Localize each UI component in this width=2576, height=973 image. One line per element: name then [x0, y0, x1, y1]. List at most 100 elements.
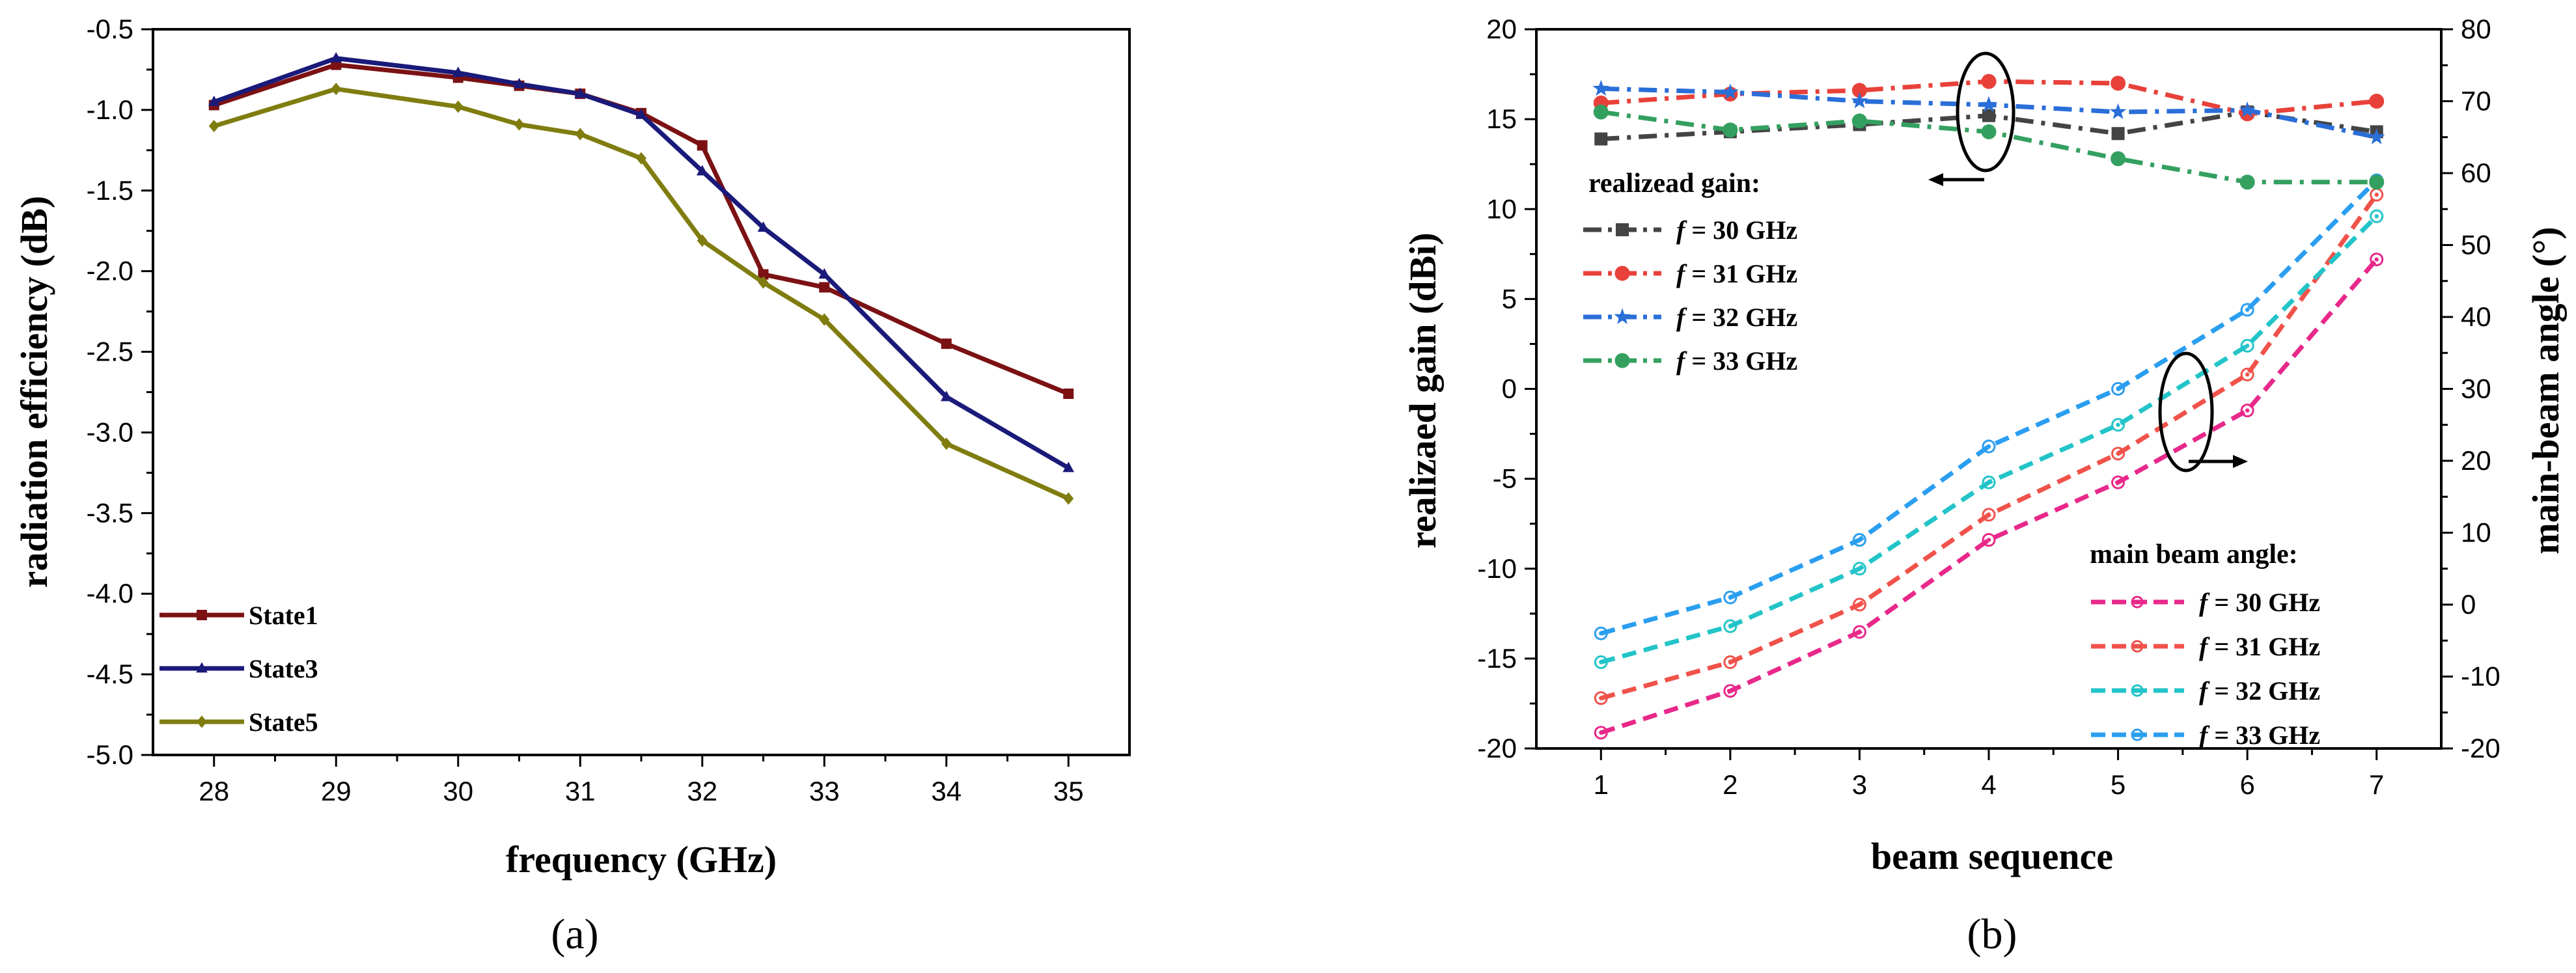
panel-b-annotations: [1928, 51, 2248, 473]
a-point-State1: [697, 140, 708, 151]
angle-right-arrow-head: [2233, 455, 2248, 468]
b-xtick-label: 4: [1981, 769, 1996, 800]
b-gain-point-2: [2109, 103, 2127, 119]
b-angle-point-0-ring: [1852, 625, 1866, 639]
b-y2tick-label: -10: [2461, 661, 2500, 692]
a-point-State5: [208, 120, 219, 133]
b-angle-point-2-ring: [2111, 418, 2126, 432]
panel-a-plot-frame: [152, 28, 1131, 756]
b-angle-legend-title: main beam angle:: [2090, 540, 2298, 569]
b-y2tick-label: 50: [2461, 230, 2491, 260]
b-gain-legend-marker: [1614, 266, 1630, 281]
a-point-State3: [330, 52, 342, 62]
b-angle-point-2: [2111, 418, 2126, 432]
b-ytick-label: -5: [1493, 463, 1517, 494]
a-ytick-label: -4.5: [87, 659, 133, 689]
a-point-State5: [514, 118, 525, 131]
b-angle-point-3-ring: [2240, 303, 2254, 317]
b-angle-point-1-dot: [1599, 696, 1603, 700]
b-gain-legend-marker: [1616, 223, 1629, 236]
b-gain-point-2: [2239, 101, 2256, 118]
a-point-State5: [331, 83, 342, 96]
a-ytick-label: -4.0: [87, 578, 133, 609]
b-angle-point-3-dot: [1728, 595, 1733, 600]
b-angle-point-1-ring: [2240, 367, 2254, 381]
b-angle-point-2: [1594, 655, 1608, 669]
b-gain-point-0: [1594, 132, 1608, 146]
b-angle-point-3-dot: [2116, 387, 2120, 391]
b-xtick-label: 2: [1723, 769, 1738, 800]
a-point-State5: [941, 437, 952, 450]
b-angle-point-0: [1852, 625, 1866, 639]
b-angle-point-3-ring: [1723, 590, 1738, 605]
panel-b-y-axis-label: realizaed gain (dBi): [1402, 232, 1444, 548]
b-angle-point-2-ring: [2240, 338, 2254, 353]
b-angle-point-2-ring: [1982, 475, 1996, 489]
b-angle-point-2-ring: [2370, 209, 2384, 223]
b-angle-point-1: [2240, 367, 2254, 381]
a-point-State3: [940, 391, 952, 402]
a-legend-label: State1: [249, 601, 318, 630]
b-angle-point-0-dot: [2374, 257, 2379, 262]
b-angle-point-0: [2111, 475, 2126, 489]
a-ytick-label: -3.0: [87, 417, 133, 447]
b-xtick-label: 6: [2239, 769, 2254, 800]
b-gain-point-2: [2368, 128, 2385, 144]
b-gain-point-3: [2369, 174, 2385, 190]
b-angle-legend-marker-dot: [2135, 733, 2139, 737]
b-angle-point-1-dot: [1728, 660, 1733, 665]
a-series-line-State5: [213, 87, 1070, 501]
b-y2tick-label: 80: [2461, 14, 2491, 44]
a-point-State5: [697, 234, 708, 247]
b-angle-point-0-ring: [2240, 404, 2254, 418]
b-xtick-label: 1: [1594, 769, 1609, 800]
b-angle-legend-label: f = 31 GHz: [2199, 632, 2320, 661]
b-angle-point-1-ring: [1594, 691, 1608, 706]
b-gain-point-3: [1723, 122, 1738, 138]
a-xtick-label: 34: [931, 776, 962, 806]
b-angle-point-3: [1852, 533, 1866, 547]
b-angle-point-2-dot: [1599, 660, 1603, 665]
b-angle-point-0-dot: [2116, 480, 2120, 485]
b-angle-point-1-ring: [1852, 597, 1866, 612]
a-ytick-label: -2.5: [87, 336, 133, 367]
b-gain-legend-label: f = 30 GHz: [1676, 215, 1797, 245]
b-ytick-label: -10: [1477, 553, 1517, 584]
b-angle-legend-label: f = 32 GHz: [2199, 676, 2320, 706]
b-angle-point-2-dot: [2245, 344, 2250, 348]
a-xtick-label: 30: [443, 776, 473, 806]
a-legend-marker: [196, 662, 208, 673]
b-ytick-label: -15: [1477, 643, 1517, 674]
b-angle-point-0-ring: [2111, 475, 2126, 489]
a-xtick-label: 32: [687, 776, 717, 806]
b-xtick-label: 7: [2369, 769, 2384, 800]
a-point-State5: [1063, 492, 1074, 505]
b-y2tick-label: 40: [2461, 301, 2491, 332]
panel-a-x-axis-label: frequency (GHz): [506, 838, 777, 881]
b-angle-point-0-ring: [1723, 684, 1738, 698]
b-gain-point-0: [2111, 127, 2125, 141]
b-angle-point-1: [1723, 655, 1738, 669]
b-angle-point-0: [2240, 404, 2254, 418]
b-angle-point-0-dot: [1986, 538, 1991, 542]
b-gain-point-1: [2369, 94, 2385, 109]
b-ytick-label: 5: [1502, 283, 1517, 314]
b-gain-legend-marker: [1614, 353, 1630, 368]
b-y2tick-label: 70: [2461, 86, 2491, 116]
b-angle-legend-marker-ring: [2131, 684, 2144, 697]
b-gain-point-3: [1593, 104, 1609, 120]
a-point-State3: [1062, 461, 1075, 473]
panel-a-caption: (a): [551, 911, 598, 958]
b-ytick-label: 10: [1486, 193, 1517, 224]
a-ytick-label: -3.5: [87, 497, 133, 528]
b-angle-point-1: [1594, 691, 1608, 706]
b-angle-point-1-dot: [1857, 602, 1862, 607]
b-ytick-label: 15: [1486, 103, 1517, 134]
b-angle-point-3: [1982, 439, 1996, 454]
a-point-State1: [819, 282, 830, 293]
b-ytick-label: -20: [1477, 733, 1517, 763]
b-angle-point-0-ring: [1594, 726, 1608, 740]
b-angle-point-1-dot: [2374, 193, 2379, 197]
b-angle-point-3-ring: [1594, 626, 1608, 640]
